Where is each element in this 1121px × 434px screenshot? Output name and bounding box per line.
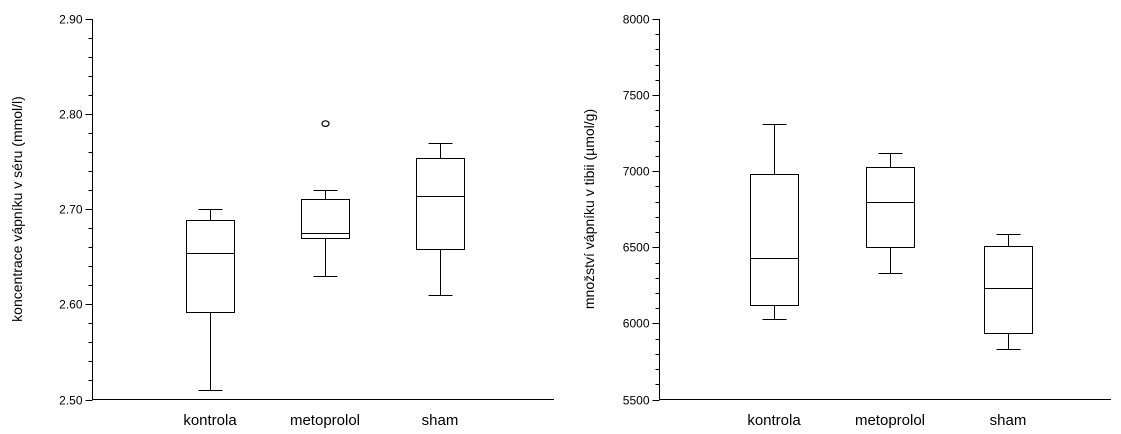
y-tick-label: 2.90: [59, 13, 83, 27]
y-tick-label: 2.80: [59, 108, 83, 122]
y-tick-label: 5500: [623, 394, 650, 408]
left-chart: 2.50 2.60 2.70 2.80 2.90 koncentrace vápníku …: [9, 13, 554, 429]
box-metoprolol: [301, 120, 350, 277]
x-category-label: sham: [422, 412, 459, 429]
y-axis-title: množství vápníku v tibii (µmol/g): [581, 109, 597, 309]
box-kontrola: [186, 209, 235, 391]
y-tick-label: 2.60: [59, 298, 83, 312]
iqr-box: [866, 167, 915, 248]
y-tick-label: 2.50: [59, 394, 83, 408]
y-tick-label: 6500: [623, 241, 650, 255]
y-axis-title: koncentrace vápníku v séru (mmol/l): [9, 96, 25, 322]
box-sham: [984, 234, 1033, 350]
iqr-box: [750, 174, 799, 306]
iqr-box: [984, 246, 1033, 334]
y-tick-label: 8000: [623, 13, 650, 27]
iqr-box: [416, 158, 465, 250]
iqr-box: [301, 199, 350, 239]
right-chart: 5500 6000 6500 7000 7500 8000 množství vápníku…: [581, 13, 1111, 429]
y-tick-label: 7500: [623, 89, 650, 103]
box-sham: [416, 143, 465, 296]
x-category-label: sham: [990, 412, 1027, 429]
y-tick-label: 2.70: [59, 203, 83, 217]
y-tick-label: 6000: [623, 317, 650, 331]
box-kontrola: [750, 124, 799, 320]
y-tick-label: 7000: [623, 165, 650, 179]
iqr-box: [186, 220, 235, 313]
x-category-label: metoprolol: [290, 412, 360, 429]
x-category-label: kontrola: [747, 412, 801, 429]
box-metoprolol: [866, 153, 915, 274]
x-category-label: metoprolol: [855, 412, 925, 429]
x-category-label: kontrola: [183, 412, 237, 429]
outlier-point: [321, 120, 330, 128]
